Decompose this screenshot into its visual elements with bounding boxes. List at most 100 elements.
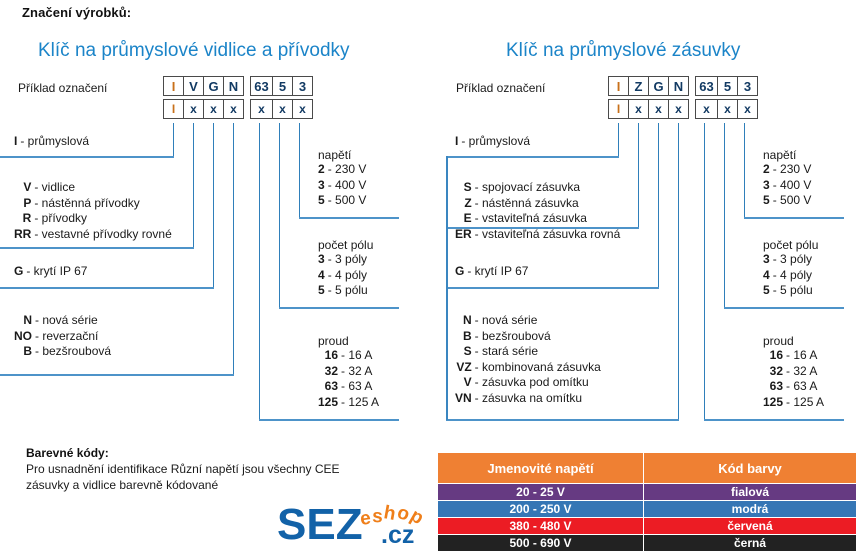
mask-cell: x [717, 99, 738, 119]
desc-value: - 5 pólu [772, 283, 813, 297]
desc-value: - 63 A [786, 379, 818, 393]
right-column-title: Klíč na průmyslové zásuvky [506, 40, 741, 61]
desc-key: VN [455, 390, 472, 405]
right-right-block-napeti: napětí 2- 230 V 3- 400 V 5- 500 V [763, 148, 811, 209]
desc-key: 3 [318, 252, 325, 266]
connector-line [638, 123, 639, 228]
group-head: počet pólu [318, 238, 374, 252]
desc-value: - 3 póly [772, 252, 813, 266]
desc-item: Z- nástěnná zásuvka [455, 196, 620, 212]
color-codes-line-2: zásuvky a vidlice barevně kódované [26, 478, 219, 492]
left-block-1: V- vidlice P- nástěnná přívodky R- přívo… [14, 180, 172, 242]
code-cell: I [608, 76, 629, 96]
desc-key: 5 [763, 193, 770, 207]
desc-item: RR - vestavné přívodky rovné [14, 227, 172, 243]
right-example-label: Příklad označení [456, 81, 546, 95]
desc-value: - 32 A [341, 363, 373, 378]
desc-key: R [22, 211, 32, 225]
desc-value: - 230 V [772, 162, 812, 176]
connector-line [704, 123, 705, 420]
desc-key: B [463, 328, 472, 343]
right-block-3: N- nová série B- bezšroubová S- stará sé… [455, 313, 601, 406]
code-cell: I [163, 76, 184, 96]
desc-item: 3- 3 póly [763, 252, 813, 268]
desc-item: V- zásuvka pod omítku [455, 375, 601, 391]
table-row: 20 - 25 V fialová [437, 483, 856, 501]
desc-item: 2- 230 V [763, 162, 811, 178]
desc-value: - nová série [35, 313, 98, 327]
right-block-0: I- průmyslová [455, 134, 530, 150]
group-underline [0, 287, 214, 289]
right-example-code-grid: I Z G N 63 5 3 I x x x x x x [608, 76, 758, 119]
left-column-title: Klíč na průmyslové vidlice a přívodky [38, 40, 350, 61]
desc-value: - 63 A [341, 379, 373, 393]
desc-key: 125 [763, 394, 784, 409]
desc-value: - 230 V [327, 162, 367, 176]
desc-value: - 16 A [341, 348, 373, 362]
desc-item: 4- 4 póly [763, 268, 813, 284]
desc-key: 32 [769, 363, 784, 378]
col-header-voltage: Jmenovité napětí [437, 452, 644, 484]
desc-value: - krytí IP 67 [26, 264, 88, 278]
group-underline [446, 156, 619, 158]
desc-key: RR [14, 226, 32, 241]
desc-key: 4 [763, 267, 770, 282]
cell-voltage: 380 - 480 V [437, 517, 644, 535]
col-header-color: Kód barvy [643, 452, 856, 484]
desc-key: E [463, 211, 472, 225]
desc-key: 32 [324, 363, 339, 378]
desc-item: S- spojovací zásuvka [455, 180, 620, 196]
desc-item: 5- 500 V [318, 193, 366, 209]
desc-value: - reverzační [35, 328, 99, 343]
connector-line [678, 123, 679, 420]
desc-value: - 4 póly [327, 267, 368, 282]
desc-key: 3 [763, 252, 770, 266]
cell-color-name: modrá [643, 500, 856, 518]
desc-value: - 125 A [786, 394, 825, 409]
desc-value: - průmyslová [20, 134, 90, 148]
desc-value: - nástěnná zásuvka [474, 195, 579, 210]
desc-value: - 16 A [786, 348, 818, 362]
desc-key: ER [455, 226, 472, 241]
mask-cell: x [292, 99, 313, 119]
connector-line [279, 123, 280, 308]
cell-voltage: 200 - 250 V [437, 500, 644, 518]
group-underline [279, 307, 399, 309]
code-cell: 3 [292, 76, 313, 96]
code-cell: V [183, 76, 204, 96]
code-cell: Z [628, 76, 649, 96]
connector-line [213, 123, 214, 288]
mask-cell: I [163, 99, 184, 119]
desc-value: - 500 V [327, 193, 367, 207]
color-codes-title: Barevné kódy: [26, 446, 109, 460]
desc-value: - průmyslová [461, 134, 531, 148]
logo-eshop-arc: e s h o p [359, 502, 427, 530]
desc-key: 63 [769, 379, 784, 393]
cell-color-name: fialová [643, 483, 856, 501]
desc-item: S- stará série [455, 344, 601, 360]
desc-item: ER - vstaviteľná zásuvka rovná [455, 227, 620, 243]
desc-key: NO [14, 328, 32, 343]
group-head: napětí [763, 148, 797, 162]
right-block-1: S- spojovací zásuvka Z- nástěnná zásuvka… [455, 180, 620, 242]
connector-line [744, 123, 745, 218]
mask-cell: x [648, 99, 669, 119]
code-cell: N [223, 76, 244, 96]
desc-key: I [14, 134, 18, 148]
group-underline [0, 374, 234, 376]
desc-item: 4- 4 póly [318, 268, 368, 284]
mask-cell: x [250, 99, 273, 119]
left-block-3: N- nová série NO - reverzační B- bezšroub… [14, 313, 111, 360]
color-table-header-row: Jmenovité napětí Kód barvy [437, 452, 856, 484]
desc-key: V [463, 375, 472, 389]
desc-item: I - průmyslová [14, 134, 89, 150]
left-block-0: I - průmyslová [14, 134, 89, 150]
desc-value: - přívodky [34, 211, 88, 225]
desc-key: 16 [324, 348, 339, 362]
desc-item: P- nástěnná přívodky [14, 196, 172, 212]
desc-value: - 32 A [786, 363, 818, 378]
desc-item: 32- 32 A [763, 364, 824, 380]
desc-item: N- nová série [14, 313, 111, 329]
desc-value: - 400 V [772, 177, 812, 192]
mask-cell: x [668, 99, 689, 119]
